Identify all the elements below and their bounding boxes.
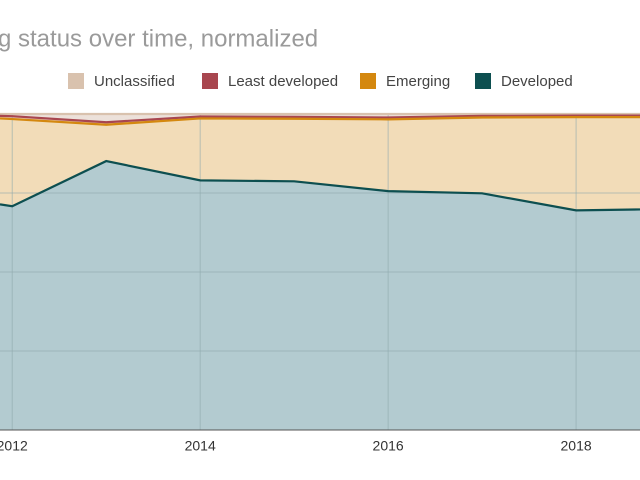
legend-swatch (202, 73, 218, 89)
area (0, 117, 640, 211)
x-tick-label: 2018 (561, 438, 592, 454)
x-tick-label: 2016 (373, 438, 404, 454)
x-tick-label: 2014 (185, 438, 216, 454)
legend-label: Developed (501, 73, 573, 90)
line (0, 159, 640, 212)
line (0, 116, 640, 126)
legend-label: Emerging (386, 73, 450, 90)
legend-label: Unclassified (94, 73, 175, 90)
x-tick-label: 2012 (0, 438, 28, 454)
chart-title: g status over time, normalized (0, 25, 318, 52)
legend-swatch (475, 73, 491, 89)
legend-label: Least developed (228, 73, 338, 90)
legend-swatch (68, 73, 84, 89)
legend-swatch (360, 73, 376, 89)
line (0, 114, 640, 124)
area (0, 161, 640, 431)
area (0, 114, 640, 123)
